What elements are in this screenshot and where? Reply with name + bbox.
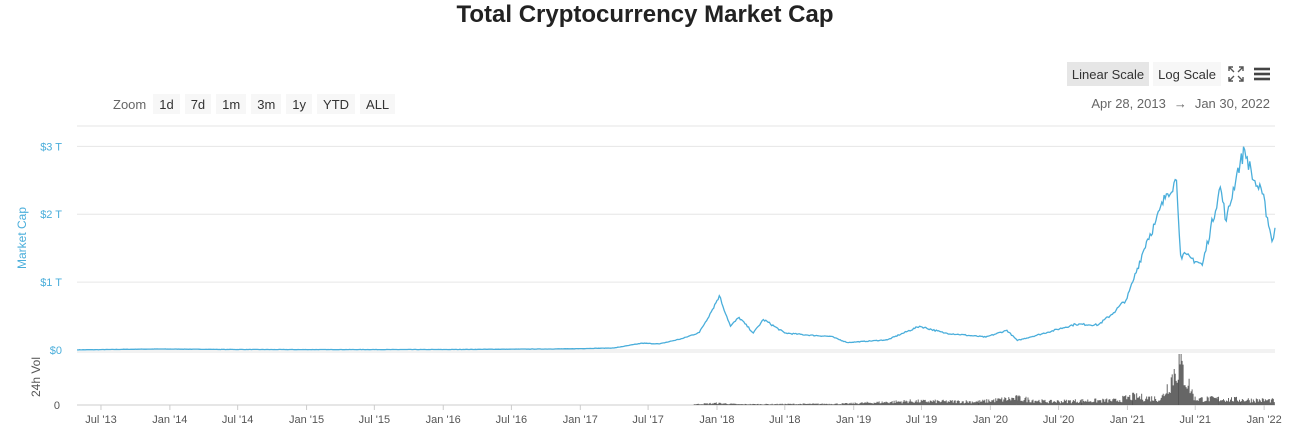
zoom-toolbar: Zoom 1d 7d 1m 3m 1y YTD ALL xyxy=(113,94,396,114)
x-tick-label: Jan '14 xyxy=(152,414,187,426)
x-tick-label: Jul '16 xyxy=(496,414,527,426)
range-arrow: → xyxy=(1173,96,1187,111)
fullscreen-icon[interactable] xyxy=(1225,62,1247,86)
linear-scale-button[interactable]: Linear Scale xyxy=(1066,62,1150,86)
zoom-1d-button[interactable]: 1d xyxy=(153,94,180,114)
x-tick-label: Jan '17 xyxy=(563,414,598,426)
x-tick-label: Jul '20 xyxy=(1043,414,1074,426)
log-scale-button[interactable]: Log Scale xyxy=(1153,62,1221,86)
x-tick-label: Jan '18 xyxy=(699,414,734,426)
scale-toolbar: Linear Scale Log Scale xyxy=(1066,62,1273,86)
x-tick-label: Jul '21 xyxy=(1180,414,1211,426)
x-tick-label: Jan '19 xyxy=(836,414,871,426)
volume-tick-label: 0 xyxy=(54,400,60,412)
x-tick-label: Jan '20 xyxy=(973,414,1008,426)
x-tick-label: Jan '16 xyxy=(426,414,461,426)
x-tick-label: Jul '18 xyxy=(769,414,800,426)
hamburger-menu-icon[interactable] xyxy=(1251,62,1273,86)
volume-axis-label: 24h Vol xyxy=(29,357,43,397)
volume-bars xyxy=(693,354,1275,405)
x-tick-label: Jul '19 xyxy=(906,414,937,426)
zoom-ytd-button[interactable]: YTD xyxy=(317,94,356,114)
x-tick-label: Jul '17 xyxy=(632,414,663,426)
range-from[interactable]: Apr 28, 2013 xyxy=(1091,96,1166,111)
y-tick-label: $1 T xyxy=(40,277,62,289)
market-cap-line xyxy=(76,146,1276,351)
x-tick-label: Jul '14 xyxy=(222,414,253,426)
zoom-1m-button[interactable]: 1m xyxy=(216,94,247,114)
x-tick-label: Jul '13 xyxy=(85,414,116,426)
range-to[interactable]: Jan 30, 2022 xyxy=(1194,96,1270,111)
y-axis-label: Market Cap xyxy=(15,207,29,269)
x-tick-label: Jan '21 xyxy=(1110,414,1145,426)
date-range: Apr 28, 2013 → Jan 30, 2022 xyxy=(1091,96,1270,111)
zoom-all-button[interactable]: ALL xyxy=(360,94,396,114)
chart-title: Total Cryptocurrency Market Cap xyxy=(456,1,834,28)
zoom-3m-button[interactable]: 3m xyxy=(251,94,282,114)
y-tick-label: $3 T xyxy=(40,141,62,153)
y-tick-label: $2 T xyxy=(40,209,62,221)
zoom-1y-button[interactable]: 1y xyxy=(286,94,313,114)
zoom-7d-button[interactable]: 7d xyxy=(184,94,212,114)
zoom-label: Zoom xyxy=(113,96,147,112)
x-tick-label: Jan '22 xyxy=(1247,414,1282,426)
y-tick-label: $0 xyxy=(50,345,62,357)
x-tick-label: Jul '15 xyxy=(359,414,390,426)
x-tick-label: Jan '15 xyxy=(289,414,324,426)
